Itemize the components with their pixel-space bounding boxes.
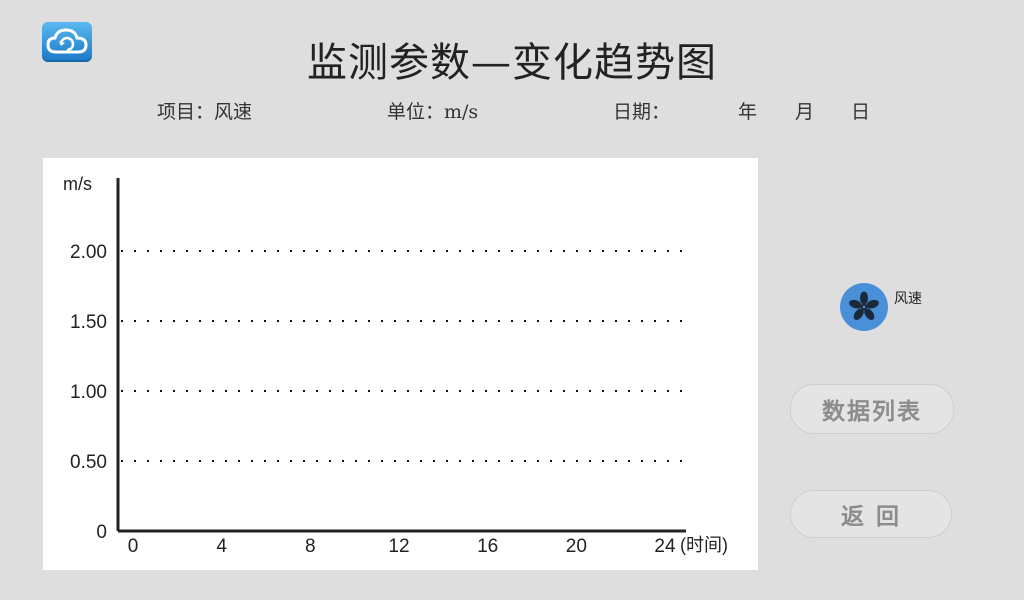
chart-canvas: m/s 0 0.50 1.00 1.50 2.00 0 4 8 12 16 20 24 (时间) <box>63 174 728 557</box>
x-tick-label: 0 <box>128 536 139 557</box>
x-tick-label: 8 <box>305 536 316 557</box>
x-axis-label: (时间) <box>680 535 728 555</box>
page-title: 监测参数—变化趋势图 <box>307 40 717 86</box>
x-tick-label: 20 <box>566 536 587 557</box>
x-tick-label: 4 <box>216 536 227 557</box>
legend-label: 风速 <box>894 290 922 306</box>
x-tick-label: 24 <box>654 536 676 557</box>
y-tick-label: 2.00 <box>70 242 107 263</box>
y-tick-label: 0.50 <box>70 452 107 473</box>
y-tick-label: 1.50 <box>70 312 107 333</box>
fan-icon <box>840 283 888 331</box>
y-tick-label: 1.00 <box>70 382 107 403</box>
trend-chart: m/s 0 0.50 1.00 1.50 2.00 0 4 8 12 16 20 24 (时间) <box>43 158 758 570</box>
data-list-button[interactable]: 数据列表 <box>790 384 954 434</box>
legend-wind-speed[interactable]: 风速 <box>840 283 940 333</box>
x-tick-label: 12 <box>388 536 409 557</box>
app-logo[interactable] <box>42 22 92 62</box>
x-tick-label: 16 <box>477 536 498 557</box>
back-button[interactable]: 返回 <box>790 490 952 538</box>
y-axis-unit: m/s <box>63 174 92 194</box>
cloud-refresh-icon <box>46 28 88 54</box>
y-tick-label: 0 <box>96 522 107 543</box>
